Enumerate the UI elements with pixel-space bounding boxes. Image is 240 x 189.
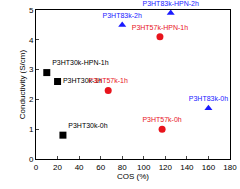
svg-text:60: 60 <box>96 163 105 172</box>
svg-text:P3HT30k-HPN-1h: P3HT30k-HPN-1h <box>52 59 109 66</box>
svg-text:20: 20 <box>53 163 62 172</box>
svg-text:160: 160 <box>202 163 216 172</box>
svg-text:Conductivity (S/cm): Conductivity (S/cm) <box>18 49 27 119</box>
svg-text:0: 0 <box>29 155 34 164</box>
svg-text:P3HT30k-1h: P3HT30k-1h <box>63 77 102 84</box>
svg-text:1: 1 <box>29 125 34 134</box>
svg-text:5: 5 <box>29 6 34 15</box>
svg-text:180: 180 <box>223 163 237 172</box>
svg-text:140: 140 <box>180 163 194 172</box>
svg-text:120: 120 <box>159 163 173 172</box>
svg-text:2: 2 <box>29 95 34 104</box>
svg-text:P3HT83k-0h: P3HT83k-0h <box>189 95 228 102</box>
svg-text:100: 100 <box>137 163 151 172</box>
svg-text:P3HT57k-0h: P3HT57k-0h <box>142 116 181 123</box>
svg-text:40: 40 <box>75 163 84 172</box>
svg-text:P3HT83k-HPN-2h: P3HT83k-HPN-2h <box>143 0 200 7</box>
svg-text:P3HT57k-1h: P3HT57k-1h <box>89 77 128 84</box>
svg-text:COS (%): COS (%) <box>117 172 149 181</box>
svg-text:80: 80 <box>118 163 127 172</box>
svg-text:P3HT30k-0h: P3HT30k-0h <box>68 122 107 129</box>
svg-text:0: 0 <box>34 163 39 172</box>
svg-text:P3HT83k-2h: P3HT83k-2h <box>103 12 142 19</box>
svg-text:P3HT57k-HPN-1h: P3HT57k-HPN-1h <box>132 24 189 31</box>
svg-text:3: 3 <box>29 65 34 74</box>
svg-text:4: 4 <box>29 36 34 45</box>
